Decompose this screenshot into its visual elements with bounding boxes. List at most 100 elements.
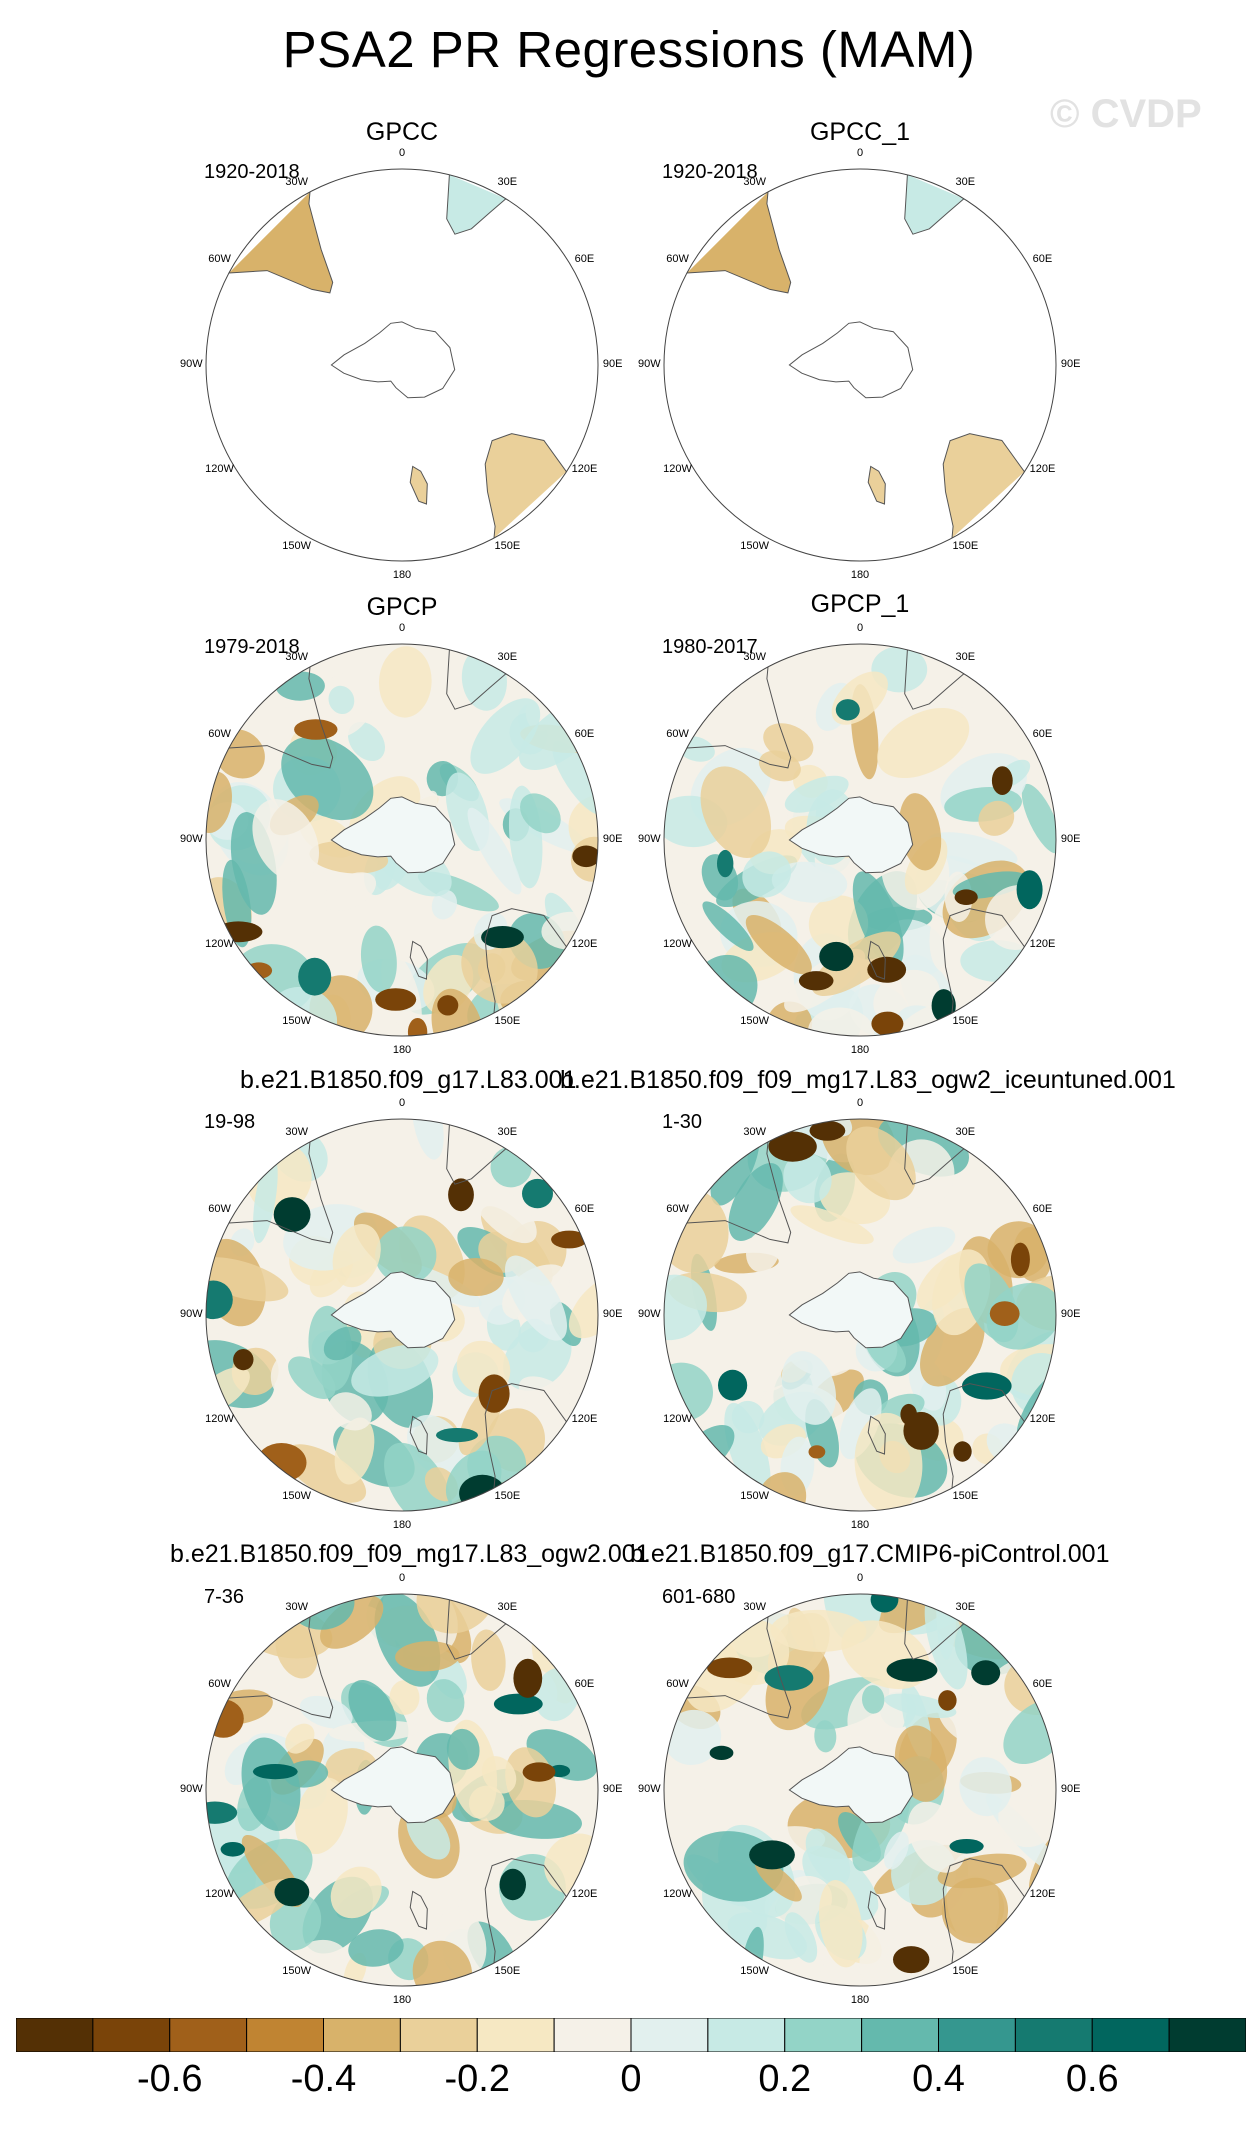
longitude-label: 150E xyxy=(952,1965,979,1978)
precip-anomaly-blob xyxy=(448,1178,474,1212)
precip-anomaly-blob xyxy=(781,1351,836,1425)
longitude-label: 120E xyxy=(571,938,598,951)
longitude-label: 60W xyxy=(208,252,231,265)
precip-anomaly-blob xyxy=(745,915,812,975)
precip-anomaly-blob xyxy=(893,1946,930,1974)
longitude-label: 150W xyxy=(740,540,770,553)
colorbar xyxy=(16,2018,1246,2052)
longitude-label: 30W xyxy=(743,1125,766,1138)
precip-anomaly-blob xyxy=(867,956,907,983)
precip-anomaly-blob xyxy=(448,1257,504,1297)
precip-anomaly-blob xyxy=(998,1785,1056,1848)
panel-title: b.e21.B1850.f09_g17.CMIP6-piControl.001 xyxy=(630,1540,1110,1568)
longitude-label: 30E xyxy=(497,1600,518,1613)
precip-anomaly-blob xyxy=(812,931,901,996)
longitude-label: 90W xyxy=(179,833,203,845)
precip-anomaly-blob xyxy=(522,1762,556,1782)
polar-map xyxy=(663,1118,1057,1512)
longitude-label: 90E xyxy=(602,358,623,370)
precip-anomaly-blob xyxy=(395,1641,460,1672)
precip-anomaly-blob xyxy=(360,925,397,993)
precip-anomaly-blob xyxy=(953,1441,972,1462)
precip-anomaly-blob xyxy=(328,685,355,715)
colorbar-box xyxy=(399,2018,478,2052)
precip-anomaly-blob xyxy=(206,1801,238,1824)
colorbar-tick-label: 0 xyxy=(620,2058,642,2100)
longitude-label: 60W xyxy=(208,727,231,740)
coastline xyxy=(867,465,886,505)
coastline xyxy=(446,174,507,235)
map-border xyxy=(663,1118,1057,1512)
precip-anomaly-blob xyxy=(375,1226,437,1284)
coastline xyxy=(446,1124,507,1185)
precip-anomaly-blob xyxy=(551,1230,588,1249)
longitude-label: 90W xyxy=(637,1308,661,1320)
coastline xyxy=(409,1890,428,1930)
colorbar-box xyxy=(16,2018,94,2052)
panel-period: 1920-2018 xyxy=(662,161,758,183)
coastline xyxy=(904,1599,965,1660)
colorbar-box xyxy=(92,2018,171,2052)
map-border xyxy=(205,1593,599,1987)
precip-anomaly-blob xyxy=(1016,870,1043,910)
longitude-label: 180 xyxy=(850,1993,870,2006)
longitude-label: 60W xyxy=(666,1677,689,1690)
panel-period: 1-30 xyxy=(662,1111,703,1133)
coastline xyxy=(330,321,456,399)
precip-anomaly-blob xyxy=(903,1411,939,1450)
cvdp-watermark: © CVDP xyxy=(1050,92,1202,136)
precip-anomaly-blob xyxy=(522,1178,553,1209)
longitude-label: 60W xyxy=(208,1202,231,1215)
coastline xyxy=(788,1271,914,1349)
coastline xyxy=(867,1890,886,1930)
precip-anomaly-blob xyxy=(348,1679,397,1742)
longitude-label: 60E xyxy=(1032,1677,1053,1690)
precip-anomaly-blob xyxy=(892,1226,956,1264)
longitude-label: 180 xyxy=(392,1518,412,1531)
colorbar-tick-label: -0.2 xyxy=(444,2058,510,2100)
precip-anomaly-blob xyxy=(288,1356,336,1399)
precip-anomaly-blob xyxy=(807,1007,875,1036)
precip-anomaly-blob xyxy=(784,775,849,813)
map-border xyxy=(205,1118,599,1512)
polar-map xyxy=(205,1593,599,1987)
panel-title: GPCP xyxy=(366,593,438,621)
longitude-label: 90E xyxy=(1060,1783,1081,1795)
coastline xyxy=(904,1124,965,1185)
precip-anomaly-blob xyxy=(978,800,1015,836)
precip-anomaly-blob xyxy=(252,1764,298,1780)
longitude-label: 30E xyxy=(955,650,976,663)
land-precip-fill xyxy=(904,174,964,235)
precip-anomaly-blob xyxy=(513,1658,543,1698)
precip-anomaly-blob xyxy=(273,1197,311,1233)
precip-anomaly-blob xyxy=(783,1152,832,1204)
figure-title: PSA2 PR Regressions (MAM) xyxy=(282,21,976,78)
precip-anomaly-blob xyxy=(470,698,541,774)
colorbar-box xyxy=(553,2018,632,2052)
polar-map xyxy=(205,168,599,562)
precip-anomaly-blob xyxy=(886,1658,938,1682)
longitude-label: 120W xyxy=(663,1888,692,1901)
precip-anomaly-blob xyxy=(702,901,754,952)
coastline xyxy=(484,1858,567,1964)
longitude-label: 150W xyxy=(282,1490,312,1503)
longitude-label: 90E xyxy=(602,1783,623,1795)
panel-title: b.e21.B1850.f09_f09_mg17.L83_ogw2.001 xyxy=(170,1540,650,1568)
precip-anomaly-blob xyxy=(332,1223,381,1288)
precip-anomaly-blob xyxy=(378,646,432,718)
land-precip-fill xyxy=(943,433,1025,539)
longitude-label: 90E xyxy=(1060,358,1081,370)
coastline xyxy=(484,908,567,1014)
precip-anomaly-blob xyxy=(805,1828,851,1885)
longitude-label: 60W xyxy=(666,252,689,265)
longitude-label: 180 xyxy=(850,1043,870,1056)
map-border xyxy=(663,643,1057,1037)
longitude-label: 150E xyxy=(494,1490,521,1503)
precip-anomaly-blob xyxy=(493,1693,543,1715)
precip-anomaly-blob xyxy=(471,1629,506,1691)
precip-anomaly-blob xyxy=(735,1361,786,1392)
precip-anomaly-blob xyxy=(320,1595,384,1649)
longitude-label: 60E xyxy=(1032,727,1053,740)
longitude-label: 120E xyxy=(571,463,598,476)
precip-anomaly-blob xyxy=(899,793,942,871)
